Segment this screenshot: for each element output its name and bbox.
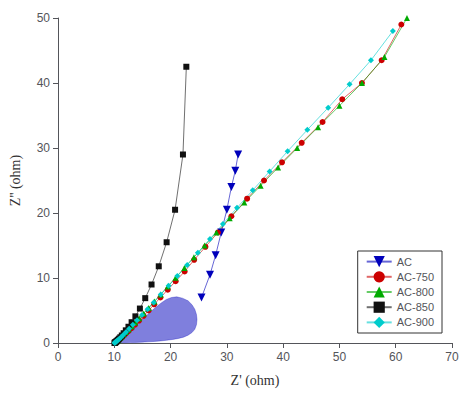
svg-text:10: 10 [37,271,51,285]
svg-text:70: 70 [445,350,459,364]
svg-text:10: 10 [108,350,122,364]
svg-text:Z' (ohm): Z' (ohm) [231,373,280,389]
svg-text:50: 50 [37,11,51,25]
svg-text:30: 30 [37,141,51,155]
svg-text:20: 20 [164,350,178,364]
svg-text:0: 0 [43,336,50,350]
svg-text:Z'' (ohm): Z'' (ohm) [8,155,24,207]
svg-text:AC-850: AC-850 [397,301,434,313]
svg-text:40: 40 [276,350,290,364]
svg-text:AC-750: AC-750 [397,271,434,283]
svg-text:AC-900: AC-900 [397,316,434,328]
svg-text:AC: AC [397,256,412,268]
svg-text:20: 20 [37,206,51,220]
svg-text:30: 30 [220,350,234,364]
svg-text:40: 40 [37,76,51,90]
svg-text:0: 0 [55,350,62,364]
svg-text:50: 50 [333,350,347,364]
svg-text:AC-800: AC-800 [397,286,434,298]
svg-text:60: 60 [389,350,403,364]
